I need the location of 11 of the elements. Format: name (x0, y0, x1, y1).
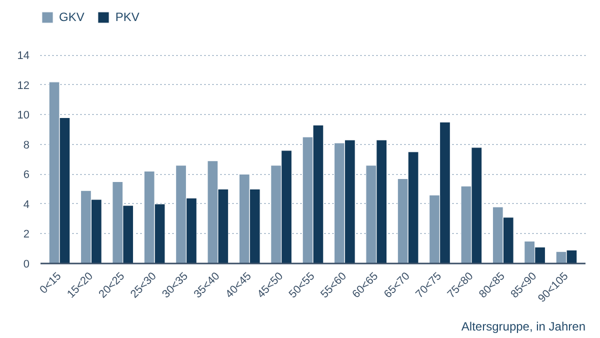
y-tick-label: 8 (23, 139, 30, 152)
legend-label: GKV (59, 10, 84, 24)
y-tick-label: 0 (23, 258, 30, 270)
x-axis-title: Altersgruppe, in Jahren (461, 320, 586, 334)
legend-label: PKV (115, 10, 140, 24)
y-tick-label: 12 (17, 80, 30, 92)
y-tick-label: 2 (23, 228, 30, 241)
y-tick-label: 6 (23, 169, 30, 182)
y-tick-label: 4 (23, 198, 30, 211)
y-tick-label: 10 (17, 110, 30, 122)
y-tick-label: 14 (17, 50, 30, 62)
